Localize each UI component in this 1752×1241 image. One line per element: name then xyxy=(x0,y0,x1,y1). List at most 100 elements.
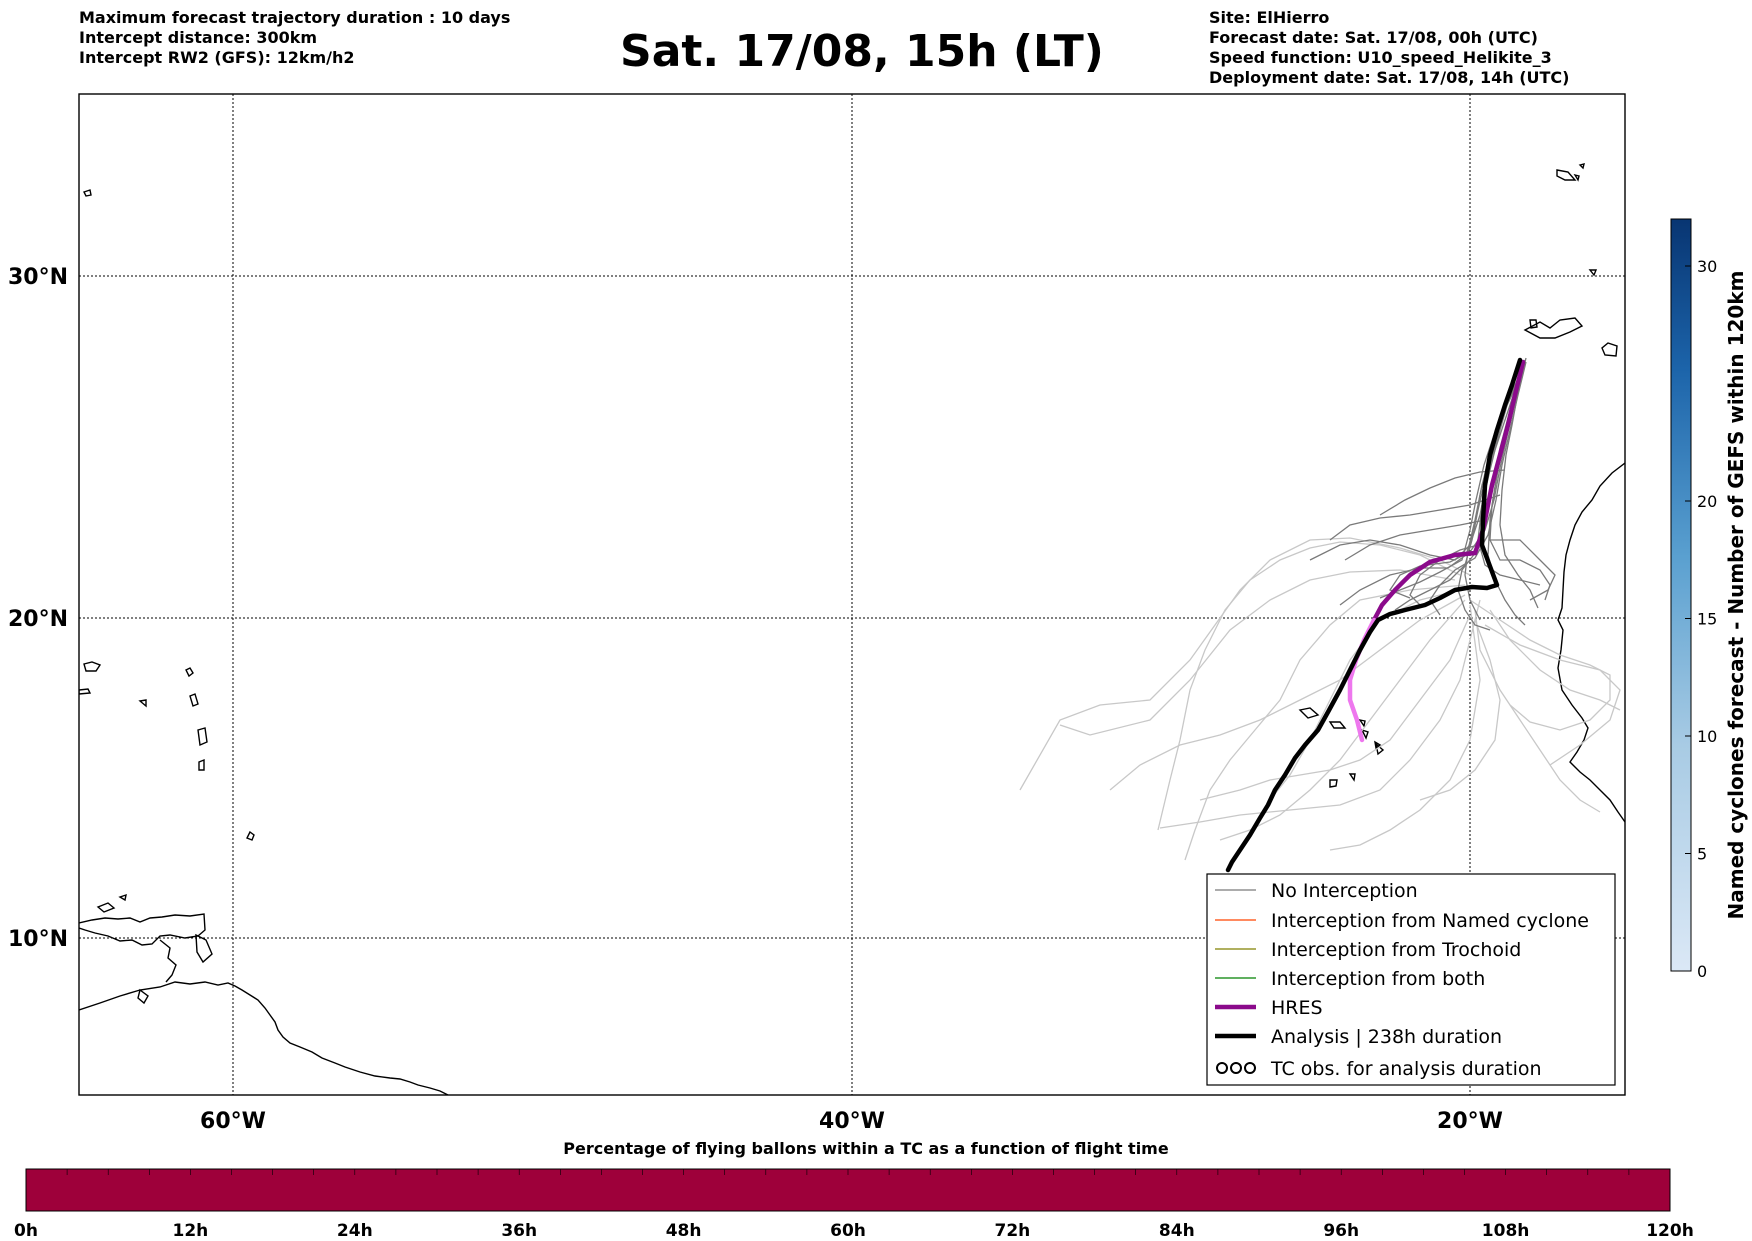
colorbar-bottom-title: Percentage of flying ballons within a TC… xyxy=(563,1139,1169,1158)
island-santo-antao xyxy=(1298,707,1320,719)
legend-label-no-interception: No Interception xyxy=(1271,880,1418,902)
coastline-africa xyxy=(83,163,1625,823)
island-sal xyxy=(1358,718,1366,728)
analysis-trajectory xyxy=(1225,357,1523,873)
venezuela-coast xyxy=(79,913,206,946)
island-desertas xyxy=(1578,163,1585,170)
colorbar-right-label: Named cyclones forecast - Number of GEFS… xyxy=(1724,271,1748,920)
island-margarita xyxy=(137,988,149,1005)
speed-function-text: Speed function: U10_speed_Helikite_3 xyxy=(1209,48,1552,67)
map-frame xyxy=(78,93,1626,1096)
legend-label-analysis: Analysis | 238h duration xyxy=(1271,1026,1502,1048)
colorbar-bottom-tick-label: 96h xyxy=(1323,1221,1359,1241)
island-puerto-rico xyxy=(83,661,102,672)
island-fogo xyxy=(1329,779,1338,788)
island-sao-nicolau xyxy=(1328,721,1347,729)
trajectory-late-13 xyxy=(1489,609,1621,711)
lon-label-40w: 40°W xyxy=(819,1109,885,1134)
island-trinidad xyxy=(195,933,213,964)
max-duration-text: Maximum forecast trajectory duration : 1… xyxy=(79,8,511,27)
trajectory-gray-15 xyxy=(1379,469,1506,516)
colorbar-right-tick-label: 10 xyxy=(1697,727,1717,746)
colorbar-right: 0 5 10 15 20 30 Named cyclones forecast - Num… xyxy=(1670,218,1748,981)
island-antigua xyxy=(138,699,147,708)
trajectory-late-3 xyxy=(1019,537,1471,791)
deployment-date-text: Deployment date: Sat. 17/08, 14h (UTC) xyxy=(1209,68,1570,87)
trajectory-late-9 xyxy=(1269,589,1461,801)
colorbar-bottom-tick-label: 120h xyxy=(1646,1221,1694,1241)
colorbar-bottom: Percentage of flying ballons within a TC… xyxy=(14,1139,1694,1241)
island-la-palma xyxy=(1529,319,1538,329)
trajectory-late-11 xyxy=(1219,599,1466,841)
map-title: Sat. 17/08, 15h (LT) xyxy=(620,26,1104,77)
trajectory-late-6 xyxy=(1109,594,1466,791)
tc-symbol-3 xyxy=(1244,1062,1256,1074)
header-left-info: Maximum forecast trajectory duration : 1… xyxy=(79,8,510,68)
colorbar-bottom-tick-label: 36h xyxy=(501,1221,537,1241)
island-guadeloupe xyxy=(185,667,194,678)
colorbar-bottom-bar xyxy=(25,1168,1671,1212)
trajectory-late-15 xyxy=(1184,584,1466,861)
colorbar-bottom-tick-label: 108h xyxy=(1482,1221,1530,1241)
legend-label-named-cyclone: Interception from Named cyclone xyxy=(1271,910,1589,932)
hres-trajectory xyxy=(1371,359,1526,623)
colorbar-right-tick-label: 5 xyxy=(1697,845,1707,864)
lon-label-20w: 20°W xyxy=(1437,1109,1503,1134)
legend-box xyxy=(1206,873,1616,1086)
lat-label-10n: 10°N xyxy=(8,927,68,952)
island-bermuda xyxy=(83,189,92,197)
colorbar-right-tick-label: 20 xyxy=(1697,492,1717,511)
legend: No Interception Interception from Named … xyxy=(1206,873,1616,1086)
colorbar-bottom-tick-label: 60h xyxy=(830,1221,866,1241)
trajectory-late-10 xyxy=(1484,624,1621,766)
lon-label-60w: 60°W xyxy=(200,1109,266,1134)
island-st-lucia xyxy=(197,727,208,747)
intercept-distance-text: Intercept distance: 300km xyxy=(79,28,318,47)
legend-label-hres: HRES xyxy=(1271,997,1323,1019)
coastline-caribbean xyxy=(79,661,449,1095)
axis-labels: 30°N 20°N 10°N 60°W 40°W 20°W xyxy=(8,265,1503,1134)
forecast-date-text: Forecast date: Sat. 17/08, 00h (UTC) xyxy=(1209,28,1538,47)
trajectory-gray-13 xyxy=(1329,494,1501,541)
island-madeira xyxy=(1556,169,1577,181)
island-aruba xyxy=(96,902,116,913)
colorbar-right-tick-label: 0 xyxy=(1697,962,1707,981)
site-text: Site: ElHierro xyxy=(1209,8,1330,27)
island-virgin xyxy=(79,688,92,695)
colorbar-bottom-tick-label: 12h xyxy=(173,1221,209,1241)
island-barbados xyxy=(246,830,255,841)
tc-symbol-1 xyxy=(1216,1062,1228,1074)
island-curacao xyxy=(118,893,127,902)
trajectory-late-2 xyxy=(1059,569,1456,736)
island-porto-santo xyxy=(1573,173,1580,182)
island-martinique xyxy=(189,693,199,707)
colorbar-right-ticks: 0 5 10 15 20 30 xyxy=(1685,257,1717,981)
lat-label-30n: 30°N xyxy=(8,265,68,290)
island-selvagens xyxy=(1588,269,1598,277)
trajectory-gray-3 xyxy=(1477,359,1541,586)
colorbar-bottom-tick-label: 48h xyxy=(666,1221,702,1241)
trajectory-gray-14 xyxy=(1344,519,1486,561)
island-boa-vista xyxy=(1360,728,1369,740)
island-st-vincent xyxy=(198,758,205,771)
colorbar-bottom-ticks: 0h 12h 24h 36h 48h 60h 72h 84h 96h 108h 120h xyxy=(14,1221,1694,1241)
trajectories-late xyxy=(1019,537,1621,861)
colorbar-right-gradient xyxy=(1670,218,1692,972)
intercept-rw2-text: Intercept RW2 (GFS): 12km/h2 xyxy=(79,48,355,67)
lat-label-20n: 20°N xyxy=(8,607,68,632)
trajectory-gray-17 xyxy=(1409,544,1479,606)
legend-label-trochoid: Interception from Trochoid xyxy=(1271,939,1521,961)
colorbar-right-tick-label: 30 xyxy=(1697,257,1717,276)
island-brava xyxy=(1348,773,1356,782)
colorbar-bottom-tick-label: 0h xyxy=(14,1221,38,1241)
trajectory-late-5 xyxy=(1474,609,1601,813)
trajectory-gray-16 xyxy=(1490,539,1556,601)
colombia-coast xyxy=(159,939,177,983)
tc-symbol-2 xyxy=(1230,1062,1242,1074)
colorbar-right-tick-label: 15 xyxy=(1697,610,1717,629)
trajectory-late-7 xyxy=(1469,599,1611,731)
africa-west-coast xyxy=(1557,462,1625,823)
colorbar-bottom-minor-ticks xyxy=(66,1169,1630,1175)
header-right-info: Site: ElHierro Forecast date: Sat. 17/08… xyxy=(1209,8,1569,88)
